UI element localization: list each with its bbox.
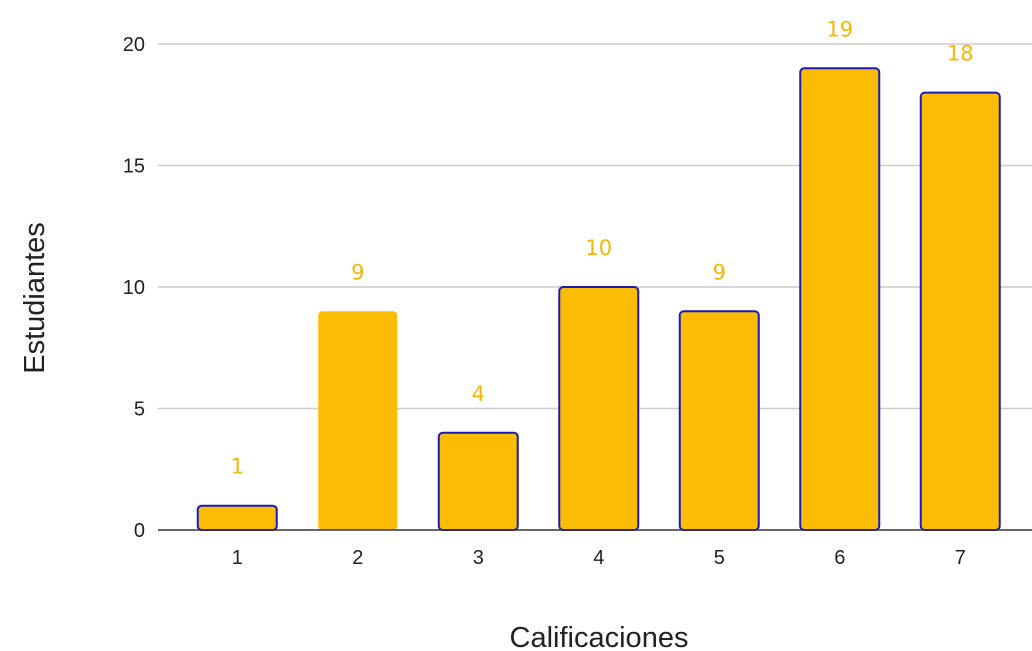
x-tick-label: 6 — [834, 547, 845, 569]
data-label-1: 1 — [231, 455, 244, 479]
bar-5 — [678, 310, 760, 531]
data-label-7: 18 — [947, 42, 974, 66]
bars — [196, 67, 1001, 532]
data-label-4: 10 — [585, 236, 612, 260]
data-label-5: 9 — [713, 260, 726, 284]
bar-7 — [919, 91, 1001, 531]
x-tick-label: 2 — [352, 547, 363, 569]
x-tick-label: 4 — [593, 547, 604, 569]
bar-6 — [799, 67, 881, 532]
x-tick-label: 3 — [473, 547, 484, 569]
data-label-2: 9 — [351, 260, 364, 284]
bar-3 — [437, 431, 519, 531]
x-tick-label: 1 — [232, 547, 243, 569]
y-tick-label: 20 — [123, 34, 145, 56]
y-tick-label: 10 — [123, 277, 145, 299]
x-tick-label: 5 — [714, 547, 725, 569]
x-axis-title: Calificaciones — [510, 622, 689, 651]
data-label-3: 4 — [472, 382, 485, 406]
y-axis-ticks: 0 5 10 15 20 — [123, 34, 145, 542]
y-tick-label: 15 — [123, 156, 145, 178]
data-label-6: 19 — [826, 17, 853, 41]
bar-1 — [196, 504, 278, 532]
y-tick-label: 5 — [134, 399, 145, 421]
x-axis-ticks: 1 2 3 4 5 6 7 — [232, 547, 966, 569]
bar-2 — [318, 311, 398, 530]
x-tick-label: 7 — [955, 547, 966, 569]
y-tick-label: 0 — [134, 520, 145, 542]
y-axis-title: Estudiantes — [19, 222, 51, 374]
bar-4 — [558, 286, 640, 531]
